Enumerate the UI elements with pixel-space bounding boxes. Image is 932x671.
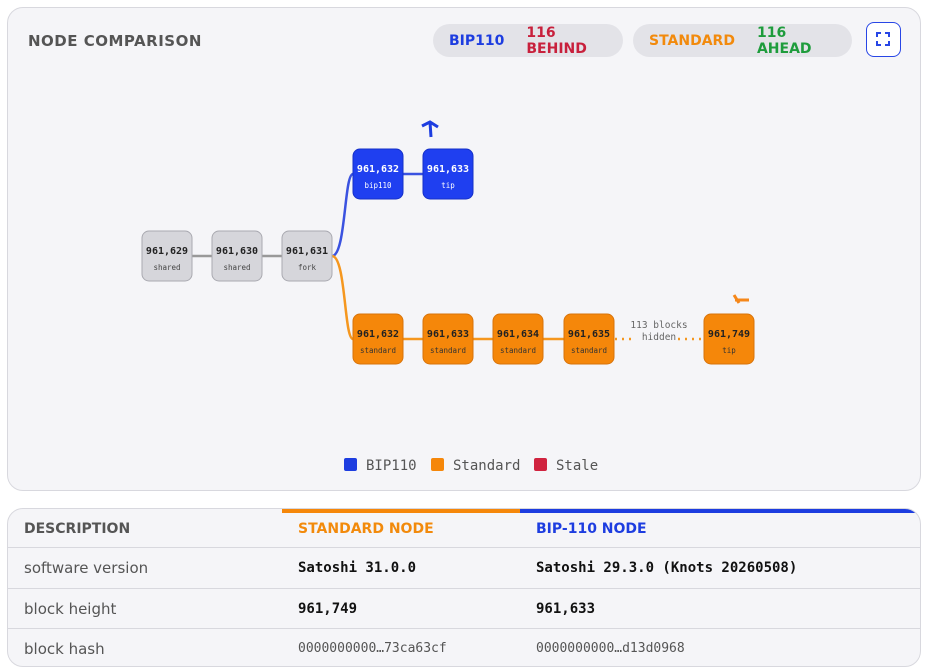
- table-row: block height 961,749 961,633: [8, 587, 920, 629]
- badge-name: BIP110: [449, 32, 505, 49]
- table-cell: block hash: [24, 640, 105, 658]
- block-tag: tip: [441, 181, 455, 190]
- block-box: [563, 313, 615, 365]
- table-cell: software version: [24, 559, 149, 577]
- expand-button[interactable]: [866, 22, 901, 57]
- block: 961,633 tip: [422, 148, 474, 200]
- block-height: 961,632: [357, 329, 399, 340]
- hidden-note: 113 blocks: [630, 320, 687, 331]
- table-cell: Satoshi 29.3.0 (Knots 20260508): [536, 560, 798, 576]
- expand-icon: [876, 32, 890, 46]
- bip110-badge: BIP110 116 BEHIND: [433, 24, 623, 57]
- table-cell: 0000000000…d13d0968: [536, 641, 685, 656]
- block-tag: standard: [500, 346, 536, 355]
- block-height: 961,634: [497, 329, 539, 340]
- block: 961,635 standard: [563, 313, 615, 365]
- table-cell: block height: [24, 599, 117, 618]
- table-row: block hash 0000000000…73ca63cf 0000000000……: [8, 628, 920, 666]
- table-cell: 961,749: [298, 600, 358, 617]
- legend-label: BIP110: [366, 458, 417, 474]
- legend-label: Stale: [556, 458, 598, 474]
- header-cell: BIP-110 NODE: [536, 521, 647, 537]
- comparison-card: NODE COMPARISON BIP110 116 BEHIND STANDA…: [7, 7, 921, 491]
- block-height: 961,630: [216, 246, 258, 257]
- legend-swatch: [344, 458, 357, 471]
- header-cell: STANDARD NODE: [298, 521, 434, 537]
- miner-icon: [732, 294, 749, 304]
- block-height: 961,635: [568, 329, 610, 340]
- block-box: [492, 313, 544, 365]
- legend-label: Standard: [453, 458, 520, 474]
- block-tag: shared: [223, 263, 250, 272]
- block: 961,634 standard: [492, 313, 544, 365]
- block: 961,631 fork: [281, 230, 333, 282]
- block-tag: standard: [430, 346, 466, 355]
- block-height: 961,633: [427, 329, 469, 340]
- block-height: 961,749: [708, 329, 750, 340]
- legend-swatch: [431, 458, 444, 471]
- block-height: 961,629: [146, 246, 188, 257]
- comparison-table: DESCRIPTION STANDARD NODE BIP-110 NODE s…: [7, 508, 921, 667]
- block: 961,632 bip110: [352, 148, 404, 200]
- block-box: [422, 148, 474, 200]
- block-tag: fork: [298, 263, 317, 272]
- block-height: 961,631: [286, 246, 328, 257]
- badge-status: 116 BEHIND: [526, 24, 587, 57]
- block-box: [422, 313, 474, 365]
- block-height: 961,633: [427, 164, 469, 175]
- card-title: NODE COMPARISON: [28, 32, 202, 50]
- badge-status: 116 AHEAD: [756, 24, 812, 57]
- block: 961,629 shared: [141, 230, 193, 282]
- standard-badge: STANDARD 116 AHEAD: [633, 24, 852, 57]
- block-box: [352, 148, 404, 200]
- table-cell: Satoshi 31.0.0: [298, 560, 417, 576]
- miner-icon: [421, 120, 439, 138]
- table-cell: 0000000000…73ca63cf: [298, 641, 447, 656]
- legend-swatch: [534, 458, 547, 471]
- block: 961,632 standard: [352, 313, 404, 365]
- header-cell: DESCRIPTION: [24, 521, 131, 537]
- block-box: [141, 230, 193, 282]
- bip110-accent: [520, 509, 920, 513]
- block: 961,633 standard: [422, 313, 474, 365]
- block-box: [211, 230, 263, 282]
- fork-diagram: 113 blocks hidden BIP110 Standard Stale …: [141, 120, 755, 474]
- badge-name: STANDARD: [649, 32, 735, 49]
- block-height: 961,632: [357, 164, 399, 175]
- block-box: [281, 230, 333, 282]
- block: 961,749 tip: [703, 313, 755, 365]
- block-tag: shared: [153, 263, 180, 272]
- table-header: DESCRIPTION STANDARD NODE BIP-110 NODE: [8, 509, 920, 547]
- block-box: [352, 313, 404, 365]
- table-cell: 961,633: [536, 600, 596, 617]
- block-tag: standard: [360, 346, 396, 355]
- block-tag: tip: [722, 346, 736, 355]
- block-tag: standard: [571, 346, 607, 355]
- block-box: [703, 313, 755, 365]
- table-row: software version Satoshi 31.0.0 Satoshi 29…: [8, 547, 920, 588]
- standard-accent: [282, 509, 520, 513]
- hidden-note: hidden: [642, 332, 676, 343]
- block: 961,630 shared: [211, 230, 263, 282]
- block-tag: bip110: [364, 181, 392, 190]
